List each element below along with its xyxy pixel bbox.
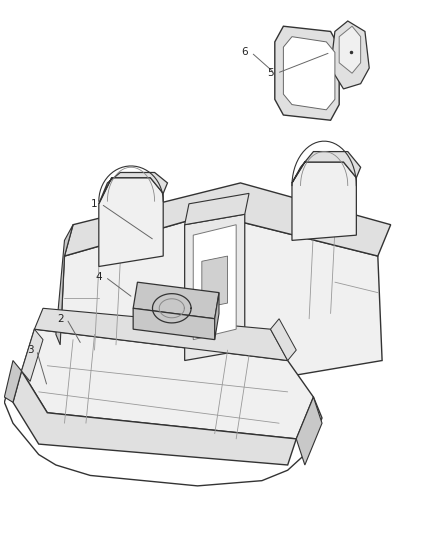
Polygon shape bbox=[283, 37, 335, 110]
Polygon shape bbox=[292, 151, 360, 183]
Text: 3: 3 bbox=[27, 345, 33, 355]
Polygon shape bbox=[331, 21, 369, 89]
Polygon shape bbox=[202, 256, 228, 308]
Polygon shape bbox=[99, 173, 167, 204]
Polygon shape bbox=[21, 329, 43, 382]
Text: 2: 2 bbox=[57, 314, 64, 324]
Polygon shape bbox=[193, 225, 236, 340]
Text: 1: 1 bbox=[91, 199, 98, 209]
Polygon shape bbox=[339, 26, 360, 73]
Polygon shape bbox=[185, 214, 245, 360]
Polygon shape bbox=[60, 214, 382, 386]
Polygon shape bbox=[64, 183, 391, 256]
Polygon shape bbox=[133, 282, 219, 319]
Polygon shape bbox=[13, 371, 296, 465]
Text: 4: 4 bbox=[95, 272, 102, 282]
Polygon shape bbox=[133, 308, 215, 340]
Polygon shape bbox=[296, 397, 322, 465]
Text: 5: 5 bbox=[267, 68, 274, 78]
Polygon shape bbox=[185, 193, 249, 225]
Polygon shape bbox=[21, 329, 314, 439]
Text: 6: 6 bbox=[241, 47, 248, 58]
Polygon shape bbox=[4, 360, 21, 402]
Polygon shape bbox=[215, 293, 219, 340]
Polygon shape bbox=[99, 177, 163, 266]
Polygon shape bbox=[271, 319, 296, 360]
Polygon shape bbox=[35, 308, 288, 360]
Polygon shape bbox=[292, 162, 357, 240]
Polygon shape bbox=[56, 225, 73, 345]
Polygon shape bbox=[275, 26, 339, 120]
